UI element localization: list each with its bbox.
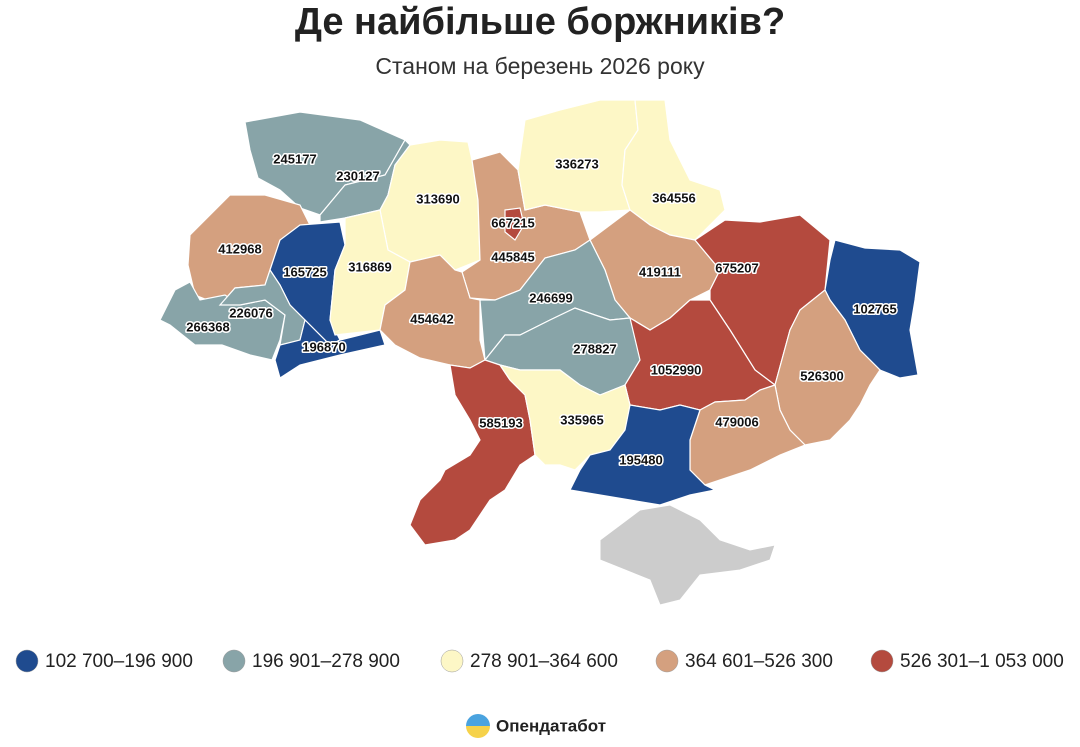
- value-label: 165725: [283, 264, 326, 279]
- value-label: 364556: [652, 190, 695, 205]
- legend-label: 278 901–364 600: [470, 651, 618, 672]
- title: Де найбільше боржників?: [295, 1, 785, 43]
- value-label: 419111: [639, 264, 681, 279]
- value-label: 246699: [529, 290, 572, 305]
- value-label: 1052990: [651, 362, 702, 377]
- value-label: 675207: [715, 260, 758, 275]
- value-label: 412968: [218, 241, 261, 256]
- value-label: 245177: [273, 151, 316, 166]
- value-label: 335965: [560, 412, 603, 427]
- region: [379, 254, 486, 369]
- region: [409, 359, 536, 546]
- value-label: 445845: [491, 249, 534, 264]
- crimea: [599, 504, 776, 606]
- value-label: 479006: [715, 414, 758, 429]
- value-label: 278827: [573, 341, 616, 356]
- value-label: 316869: [348, 259, 391, 274]
- region: [274, 318, 386, 379]
- source: Опендатабот: [496, 716, 606, 735]
- value-label: 266368: [186, 319, 229, 334]
- value-label: 336273: [555, 156, 598, 171]
- value-label: 454642: [410, 311, 453, 326]
- value-label: 102765: [853, 301, 896, 316]
- value-label: 195480: [619, 452, 662, 467]
- legend-swatch: [655, 649, 679, 673]
- legend: 102 700–196 900 196 901–278 900 278 901–36…: [15, 649, 1064, 673]
- legend-label: 196 901–278 900: [252, 651, 400, 672]
- value-label: 526300: [800, 368, 843, 383]
- legend-swatch: [870, 649, 894, 673]
- region: [504, 207, 525, 241]
- labels: 245177 230127 313690 445845 336273 364556 4129…: [185, 150, 898, 469]
- legend-swatch: [440, 649, 464, 673]
- map: [159, 99, 921, 606]
- value-label: 667215: [491, 215, 534, 230]
- value-label: 230127: [336, 168, 379, 183]
- logo: [466, 714, 490, 738]
- value-label: 313690: [416, 191, 459, 206]
- subtitle: Станом на березень 2026 року: [375, 53, 705, 79]
- legend-label: 364 601–526 300: [685, 651, 833, 672]
- value-label: 226076: [229, 305, 272, 320]
- legend-swatch: [15, 649, 39, 673]
- legend-label: 526 301–1 053 000: [900, 651, 1064, 672]
- value-label: 585193: [479, 415, 522, 430]
- legend-swatch: [222, 649, 246, 673]
- region: [569, 404, 717, 506]
- value-label: 196870: [302, 339, 345, 354]
- legend-label: 102 700–196 900: [45, 651, 193, 672]
